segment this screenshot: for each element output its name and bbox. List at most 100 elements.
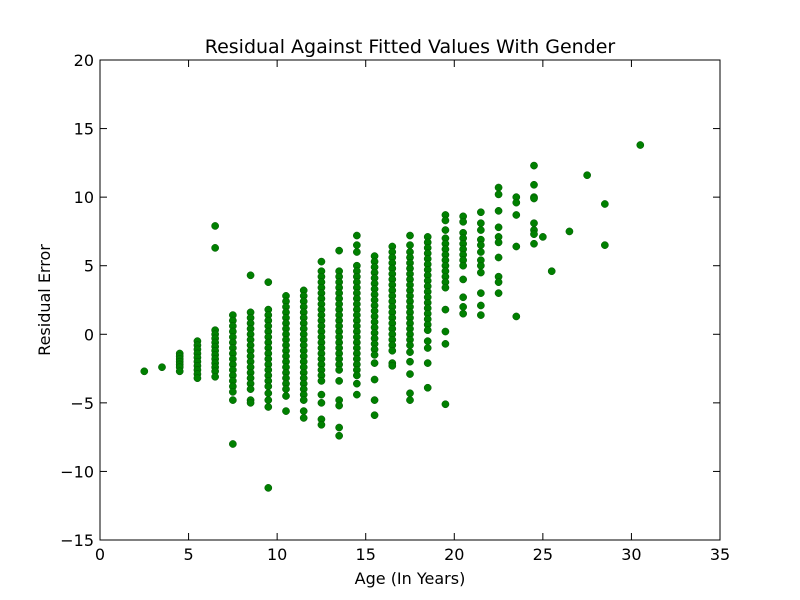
data-point [264, 278, 273, 287]
data-point [264, 484, 273, 492]
data-point [193, 374, 202, 383]
x-tick-label: 5 [183, 545, 193, 564]
data-point [317, 257, 326, 266]
data-point [353, 390, 361, 399]
data-point [406, 348, 414, 356]
data-point [406, 389, 414, 398]
y-tick-label: 10 [74, 188, 94, 207]
data-point [335, 431, 343, 440]
data-point [636, 141, 645, 149]
data-point [477, 219, 485, 228]
data-point [246, 271, 255, 280]
data-point [601, 200, 609, 208]
data-point [335, 401, 343, 410]
y-tick-label: −15 [60, 531, 94, 550]
data-point [539, 233, 547, 241]
data-point [441, 305, 450, 314]
data-point [477, 248, 485, 256]
data-point [494, 278, 503, 287]
x-tick-label: 25 [533, 545, 553, 564]
data-point [229, 440, 237, 448]
data-point [353, 231, 361, 240]
data-point [158, 363, 166, 372]
data-point [512, 312, 521, 321]
y-axis-label: Residual Error [35, 244, 54, 356]
data-point [335, 246, 343, 255]
data-point [477, 311, 485, 319]
data-point [406, 241, 414, 249]
data-point [317, 377, 326, 385]
data-point [583, 171, 591, 180]
data-point [140, 367, 149, 376]
data-point [211, 372, 219, 381]
data-point [423, 344, 432, 352]
data-point [530, 219, 538, 228]
x-tick-label: 0 [95, 545, 105, 564]
data-point [211, 222, 219, 230]
data-point [477, 268, 485, 277]
ticks-layer: 0 5 10 15 20 25 30 35 −15 −10 −5 0 5 10 15 20 [60, 51, 730, 564]
data-point [353, 379, 361, 388]
data-point [459, 217, 467, 226]
data-point [299, 407, 308, 415]
y-tick-label: −5 [70, 394, 94, 413]
x-tick-label: 35 [710, 545, 730, 564]
data-point [530, 230, 538, 239]
x-axis-label: Age (In Years) [355, 569, 466, 588]
plot-frame [99, 59, 721, 541]
data-point [477, 226, 485, 234]
data-point [317, 399, 326, 407]
data-point [388, 361, 397, 370]
data-point [459, 261, 467, 270]
data-point [282, 407, 290, 415]
data-point [317, 390, 326, 399]
data-point [353, 248, 361, 256]
data-point [246, 385, 255, 393]
data-point [477, 208, 485, 217]
data-point [477, 289, 485, 297]
data-point [512, 242, 521, 251]
data-point [459, 309, 467, 318]
data-point [494, 289, 503, 297]
data-point [494, 238, 503, 247]
data-point [370, 351, 379, 359]
points-layer [140, 141, 645, 492]
data-point [459, 303, 467, 311]
data-point [282, 392, 290, 400]
data-point [512, 198, 521, 207]
data-point [494, 223, 503, 232]
data-point [547, 267, 556, 276]
x-tick-label: 20 [444, 545, 464, 564]
data-point [211, 244, 219, 252]
data-point [282, 385, 290, 393]
data-point [494, 207, 503, 215]
data-point [477, 301, 485, 310]
data-point [370, 396, 379, 404]
chart-title: Residual Against Fitted Values With Gend… [205, 36, 616, 58]
data-point [494, 183, 503, 192]
data-point [406, 370, 414, 378]
data-point [441, 226, 450, 234]
data-point [423, 383, 432, 392]
data-point [406, 396, 414, 404]
data-point [477, 241, 485, 249]
data-point [406, 357, 414, 366]
data-point [601, 241, 609, 249]
data-point [530, 180, 538, 189]
data-point [264, 382, 273, 391]
data-point [264, 389, 273, 398]
y-tick-label: 5 [84, 257, 94, 276]
data-point [370, 359, 379, 367]
data-point [406, 231, 414, 240]
x-tick-label: 15 [356, 545, 376, 564]
y-tick-label: 20 [74, 51, 94, 70]
data-point [423, 326, 432, 335]
data-point [512, 211, 521, 219]
data-point [423, 337, 432, 345]
data-point [494, 190, 503, 199]
data-point [299, 414, 308, 422]
data-point [299, 396, 308, 404]
data-point [441, 216, 450, 225]
data-point [477, 261, 485, 270]
